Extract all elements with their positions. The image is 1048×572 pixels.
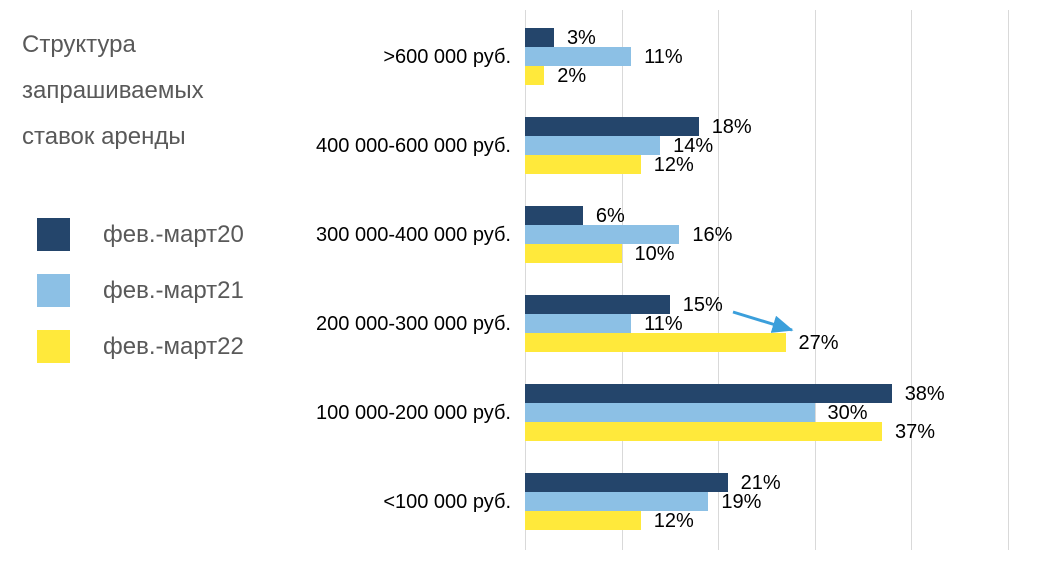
bar-фев.-март21-400 000-600 000 руб. — [525, 136, 661, 155]
gridline — [814, 10, 816, 550]
bar-фев.-март22-200 000-300 000 руб. — [525, 333, 786, 352]
bar-фев.-март20-300 000-400 000 руб. — [525, 206, 583, 225]
value-label: 38% — [904, 382, 945, 405]
value-label: 19% — [721, 490, 762, 513]
value-label: 14% — [673, 134, 714, 157]
category-label: 400 000-600 000 руб. — [316, 134, 511, 157]
legend-label: фев.-март21 — [103, 276, 244, 304]
bar-фев.-март21-100 000-200 000 руб. — [525, 403, 815, 422]
gridline — [911, 10, 912, 550]
bar-фев.-март22-100 000-200 000 руб. — [525, 422, 883, 441]
value-label: 27% — [798, 331, 839, 354]
bar-фев.-март22-<100 000 руб. — [525, 511, 641, 530]
legend-swatch-icon — [37, 330, 70, 363]
value-label: 11% — [644, 312, 683, 335]
chart-title-line-1: Структура — [22, 31, 136, 58]
value-label: 3% — [566, 26, 596, 49]
legend-label: фев.-март22 — [103, 332, 244, 360]
value-label: 16% — [692, 223, 733, 246]
bar-фев.-март21-300 000-400 000 руб. — [525, 225, 680, 244]
value-label: 18% — [711, 115, 752, 138]
legend-label: фев.-март20 — [103, 220, 244, 248]
bar-фев.-март20->600 000 руб. — [525, 28, 554, 47]
gridline — [525, 10, 526, 550]
value-label: 37% — [895, 420, 936, 443]
category-label: 200 000-300 000 руб. — [316, 312, 511, 335]
chart-title-line-3: ставок аренды — [22, 123, 186, 150]
legend-item-фев.-март21: фев.-март21 — [37, 274, 297, 307]
bar-фев.-март20-100 000-200 000 руб. — [525, 384, 892, 403]
bar-фев.-март21-200 000-300 000 руб. — [525, 314, 632, 333]
bar-фев.-март22-400 000-600 000 руб. — [525, 155, 641, 174]
bar-фев.-март21-<100 000 руб. — [525, 492, 709, 511]
category-label: >600 000 руб. — [383, 45, 511, 68]
value-label: 11% — [644, 45, 683, 68]
value-label: 30% — [827, 401, 868, 424]
bar-фев.-март20-200 000-300 000 руб. — [525, 295, 670, 314]
category-label: 100 000-200 000 руб. — [316, 401, 511, 424]
legend-swatch-icon — [37, 218, 70, 251]
legend-item-фев.-март20: фев.-март20 — [37, 218, 297, 251]
value-label: 12% — [653, 153, 694, 176]
value-label: 2% — [557, 64, 587, 87]
bar-фев.-март21->600 000 руб. — [525, 47, 632, 66]
bar-фев.-март20-400 000-600 000 руб. — [525, 117, 699, 136]
bar-фев.-март22->600 000 руб. — [525, 66, 545, 85]
value-label: 12% — [653, 509, 694, 532]
bar-фев.-март22-300 000-400 000 руб. — [525, 244, 622, 263]
legend-item-фев.-март22: фев.-март22 — [37, 330, 297, 363]
bar-фев.-март20-<100 000 руб. — [525, 473, 728, 492]
category-label: <100 000 руб. — [383, 490, 511, 513]
annotation-arrow-icon — [732, 310, 794, 333]
gridline — [621, 10, 623, 550]
chart-title: Структура запрашиваемых ставок аренды — [22, 22, 322, 160]
gridline — [1007, 10, 1009, 550]
legend-swatch-icon — [37, 274, 70, 307]
chart-title-line-2: запрашиваемых — [22, 77, 204, 104]
category-label: 300 000-400 000 руб. — [316, 223, 511, 246]
gridline — [718, 10, 719, 550]
value-label: 21% — [740, 471, 781, 494]
value-label: 6% — [595, 204, 625, 227]
value-label: 15% — [682, 293, 723, 316]
value-label: 10% — [634, 242, 675, 265]
